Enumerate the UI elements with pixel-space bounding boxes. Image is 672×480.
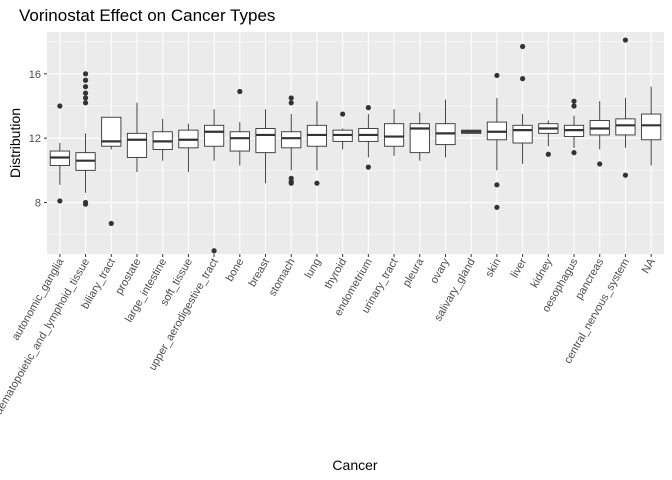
box-iqr (229, 131, 250, 152)
outlier-point (494, 72, 500, 79)
y-axis-title: Distribution (7, 108, 23, 178)
y-tick-label: 8 (35, 198, 41, 210)
box-iqr (255, 128, 276, 154)
box-iqr (281, 131, 302, 149)
box-central-nervous-system (615, 37, 636, 178)
outlier-point (314, 180, 320, 186)
outlier-point (494, 182, 500, 188)
y-tick-label: 12 (29, 133, 41, 145)
outlier-point (82, 84, 89, 90)
box-na (641, 86, 662, 166)
outlier-point (571, 98, 577, 104)
outlier-point (82, 95, 89, 101)
box-breast (255, 109, 276, 184)
y-tick-label: 16 (29, 69, 41, 81)
box-iqr (409, 123, 430, 154)
box-series (49, 37, 662, 254)
outlier-point (340, 111, 346, 117)
x-tick-label: pleura (401, 256, 427, 289)
x-tick-label: kidney (529, 256, 556, 290)
box-soft-tissue (178, 123, 199, 172)
x-axis: autonomic_gangliahaematopoietic_and_lymp… (0, 254, 658, 422)
outlier-point (622, 172, 629, 178)
outlier-point (494, 204, 500, 210)
box-iqr (512, 124, 533, 144)
box-lung (306, 101, 328, 186)
plot-panel (47, 32, 664, 254)
box-haematopoietic-and-lymphoid-tissue (75, 71, 96, 207)
box-iqr (641, 113, 662, 141)
outlier-point (365, 164, 371, 170)
outlier-point (571, 103, 577, 109)
outlier-point (82, 100, 89, 106)
box-biliary-tract (101, 116, 122, 227)
box-liver (512, 43, 533, 164)
x-tick-label: breast (246, 257, 272, 289)
box-iqr (126, 132, 148, 158)
outlier-point (520, 76, 526, 82)
y-axis: 8 12 16 (29, 69, 47, 210)
x-tick-label: lung (303, 257, 324, 281)
x-tick-label: ovary (428, 256, 452, 286)
outlier-point (82, 71, 89, 77)
box-upper-aerodigestive-tract (204, 109, 225, 254)
box-stomach (281, 95, 302, 186)
x-tick-label: skin (483, 257, 503, 280)
box-iqr (615, 118, 636, 136)
outlier-point (57, 103, 63, 109)
x-tick-label: NA (640, 256, 658, 276)
box-pancreas (589, 101, 610, 167)
x-tick-label: thyroid (322, 257, 349, 292)
outlier-point (82, 77, 89, 83)
box-ovary (435, 99, 456, 158)
chart-title: Vorinostat Effect on Cancer Types (19, 6, 276, 25)
outlier-point (365, 105, 371, 111)
outlier-point (57, 198, 63, 204)
outlier-point (520, 43, 526, 50)
box-prostate (126, 102, 148, 172)
box-endometrium (358, 105, 379, 170)
box-kidney (538, 120, 559, 157)
box-iqr (101, 116, 122, 147)
outlier-point (211, 248, 217, 254)
box-large-intestine (152, 118, 173, 161)
x-tick-label: bone (224, 257, 247, 284)
outlier-point (288, 180, 294, 186)
box-iqr (204, 124, 225, 147)
outlier-point (571, 150, 577, 156)
box-bone (229, 88, 250, 166)
box-thyroid (332, 111, 353, 150)
outlier-point (288, 100, 294, 106)
outlier-point (108, 220, 114, 227)
outlier-point (82, 90, 89, 96)
box-iqr (383, 123, 405, 147)
grid-lines (47, 32, 664, 254)
box-oesophagus (563, 98, 585, 156)
outlier-point (622, 37, 629, 43)
box-salivary-gland (461, 129, 482, 134)
box-skin (486, 72, 507, 210)
x-axis-title: Cancer (332, 457, 377, 473)
outlier-point (82, 201, 89, 207)
x-tick-label: liver (509, 256, 530, 280)
outlier-point (237, 88, 243, 95)
outlier-point (545, 151, 551, 157)
box-urinary-tract (383, 109, 405, 156)
outlier-point (597, 161, 603, 167)
outlier-point (288, 95, 294, 101)
box-autonomic-ganglia (49, 103, 70, 204)
box-pleura (409, 112, 430, 161)
